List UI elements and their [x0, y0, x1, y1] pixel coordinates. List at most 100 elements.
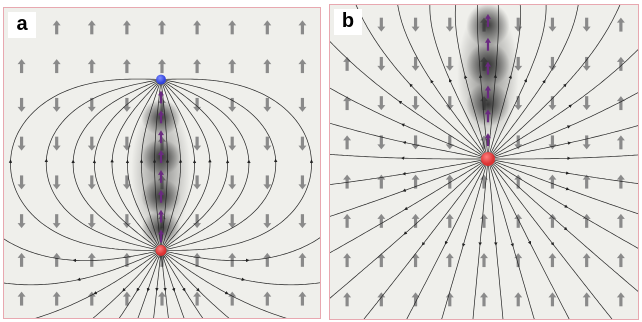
spin-down-arrow — [263, 175, 272, 190]
field-line — [162, 254, 185, 318]
field-line-arrow — [136, 287, 140, 292]
spin-down-arrow — [582, 56, 591, 71]
spin-down-arrow — [582, 17, 591, 32]
field-line — [489, 162, 570, 319]
field-line — [165, 252, 320, 286]
field-line — [4, 252, 157, 286]
spin-down-arrow — [228, 214, 237, 229]
spin-down-arrow — [52, 214, 61, 229]
field-line-arrow — [462, 243, 466, 248]
field-line — [492, 160, 638, 215]
field-line — [488, 163, 504, 319]
field-line-arrow — [510, 243, 514, 248]
field-line — [330, 161, 485, 254]
spin-up-arrow — [480, 292, 488, 307]
spin-down-arrow — [548, 17, 557, 32]
field-line-arrow — [182, 287, 186, 292]
spin-up-arrow — [343, 253, 352, 268]
field-line-arrow — [444, 240, 449, 245]
spin-up-arrow — [616, 135, 625, 150]
spin-down-arrow — [411, 96, 420, 111]
spin-up-arrow — [411, 213, 420, 228]
spin-up-arrow — [411, 174, 420, 189]
field-line-arrow — [463, 74, 468, 79]
spin-up-arrow — [52, 252, 61, 267]
spin-down-arrow — [122, 97, 131, 112]
field-line — [363, 162, 486, 319]
field-line-arrow — [568, 104, 573, 108]
field-line — [4, 238, 157, 262]
field-line — [492, 159, 638, 184]
spin-up-arrow — [87, 59, 96, 74]
field-line-arrow — [523, 78, 527, 83]
spin-down-arrow — [582, 135, 591, 150]
field-line — [162, 254, 204, 318]
field-line-arrow — [448, 78, 453, 83]
field-line — [477, 5, 488, 155]
field-line-arrow — [542, 79, 546, 84]
field-line — [488, 163, 535, 319]
field-line-arrow — [398, 100, 403, 105]
field-line — [160, 82, 168, 246]
core-arrows — [484, 13, 491, 147]
spin-up-arrow — [616, 56, 625, 71]
field-line — [490, 5, 579, 156]
spin-up-arrow — [445, 213, 454, 228]
spin-up-arrow — [122, 291, 131, 306]
spin-up-arrow — [52, 20, 61, 35]
spin-up-arrow — [343, 292, 352, 307]
field-line-arrow — [430, 79, 434, 84]
field-line — [164, 252, 287, 318]
spin-down-arrow — [263, 136, 272, 151]
spin-up-arrow — [228, 291, 237, 306]
field-line — [454, 5, 488, 155]
spin-down-arrow — [298, 214, 307, 229]
negative-charge-dot — [156, 74, 166, 85]
spin-up-arrow — [377, 253, 386, 268]
spin-down-arrow — [193, 97, 202, 112]
spin-up-arrow — [514, 292, 523, 307]
spin-up-arrow — [445, 292, 454, 307]
field-line — [164, 81, 229, 249]
spin-up-arrow — [616, 292, 625, 307]
spin-up-arrow — [228, 59, 237, 74]
spin-up-arrow — [480, 213, 488, 228]
field-line-arrow — [224, 291, 229, 295]
spin-down-arrow — [411, 17, 420, 32]
spin-up-arrow — [548, 292, 557, 307]
core-spin-arrow — [158, 229, 164, 243]
spin-down-arrow — [228, 175, 237, 190]
panel-a: a — [3, 7, 321, 319]
field-line — [397, 5, 486, 156]
field-line — [137, 254, 160, 318]
spin-up-arrow — [445, 253, 454, 268]
spin-down-arrow — [445, 135, 454, 150]
field-line — [10, 78, 159, 251]
field-line — [161, 254, 169, 318]
field-line — [472, 163, 488, 319]
field-line-arrow — [527, 240, 532, 245]
field-line — [164, 79, 277, 250]
spin-up-arrow — [263, 252, 272, 267]
spin-up-arrow — [87, 20, 96, 35]
spin-down-arrow — [87, 175, 96, 190]
core-blob — [466, 82, 510, 127]
field-line-arrow — [508, 74, 512, 79]
field-line-arrow — [421, 241, 426, 246]
spin-up-arrow — [343, 96, 352, 111]
spin-up-arrow — [263, 291, 272, 306]
spin-up-arrow — [298, 59, 307, 74]
spin-up-arrow — [193, 59, 202, 74]
field-line-arrow — [402, 188, 407, 192]
spin-up-arrow — [122, 20, 131, 35]
field-line — [127, 83, 160, 247]
spin-down-arrow — [377, 56, 386, 71]
spin-down-arrow — [52, 175, 61, 190]
field-line-arrow — [171, 287, 176, 292]
field-line — [491, 161, 638, 292]
field-line-arrow — [409, 83, 413, 88]
spin-down-arrow — [298, 175, 307, 190]
field-diagram-b — [330, 5, 638, 319]
field-line-arrow — [404, 206, 409, 211]
spin-up-arrow — [411, 253, 420, 268]
